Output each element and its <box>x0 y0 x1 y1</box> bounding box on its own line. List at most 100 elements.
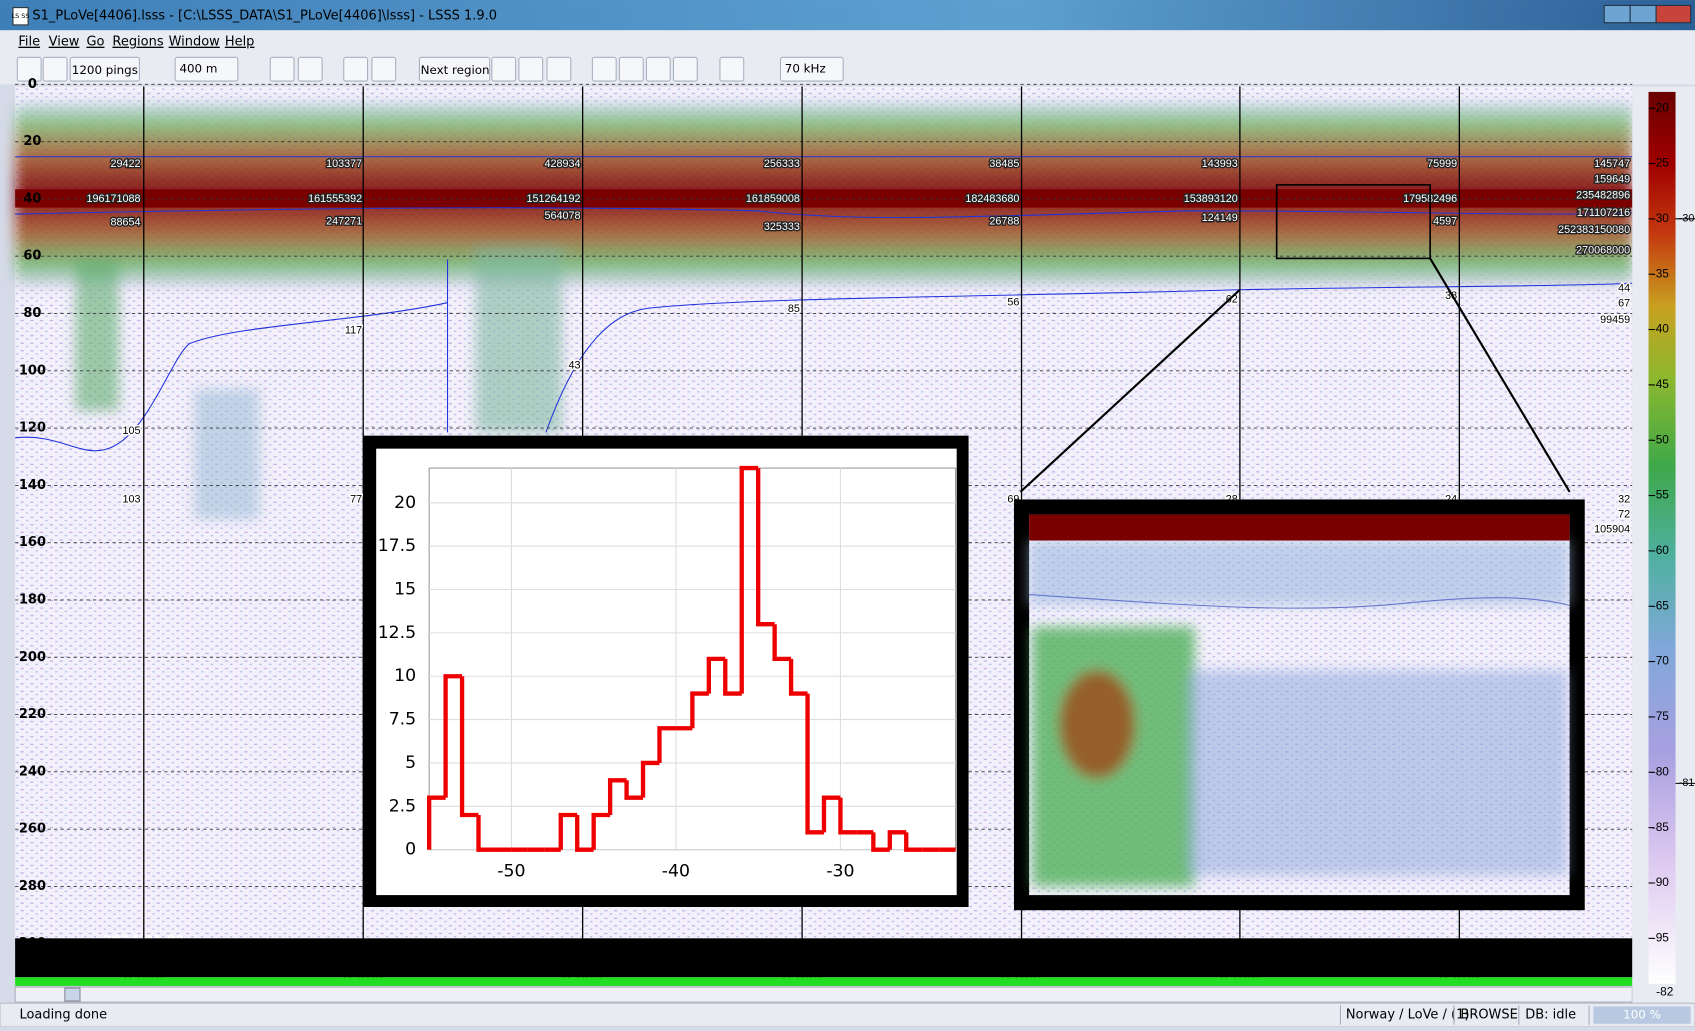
frequency-label: 70 kHz <box>785 62 826 76</box>
depth-label: 0 <box>28 77 37 92</box>
region-value: 196171088 <box>86 193 140 205</box>
depth-label: 220 <box>19 707 46 722</box>
fish-school <box>476 249 562 433</box>
scale-label: -20 <box>1652 100 1670 114</box>
depth-label: 280 <box>19 879 46 894</box>
hist-y-label: 17.5 <box>378 536 416 556</box>
hist-y-label: 10 <box>394 666 416 686</box>
region-value: 161555392 <box>308 193 362 205</box>
page: {"window": {"title": "S1_PLoVe[4406].lss… <box>0 0 1695 1027</box>
depth-label: 120 <box>19 421 46 436</box>
region-value: 151264192 <box>526 193 580 205</box>
menu-item[interactable]: File <box>18 35 40 50</box>
hist-x-label: -30 <box>826 861 854 881</box>
status-mode: BROWSE <box>1460 1008 1517 1023</box>
time-strip <box>15 938 1632 977</box>
scale-label: -65 <box>1652 598 1670 612</box>
depth-label: 80 <box>23 306 41 321</box>
menu-item[interactable]: Regions <box>112 35 163 50</box>
region-value: 171107216 <box>1577 207 1630 219</box>
region-value: 256333 <box>764 158 800 170</box>
scale-bottom-label: -82 <box>1656 985 1673 999</box>
toolbar-button[interactable] <box>270 57 294 81</box>
scroll-thumb[interactable] <box>65 988 80 1001</box>
scale-label: -80 <box>1652 764 1670 778</box>
menu-item[interactable]: View <box>49 35 80 50</box>
scale-label: -60 <box>1652 543 1670 557</box>
depth-label: 20 <box>23 134 41 149</box>
toolbar-button[interactable] <box>673 57 697 81</box>
hist-x-label: -40 <box>662 861 690 881</box>
hist-y-label: 12.5 <box>378 623 416 643</box>
toolbar-button[interactable] <box>619 57 643 81</box>
scale-label: -40 <box>1652 322 1670 336</box>
zoom-texture <box>1029 541 1569 887</box>
region-value: 143993 <box>1202 158 1238 170</box>
zoom-scatter <box>1029 541 1569 606</box>
region-value: 72 <box>1618 508 1630 520</box>
layer-line <box>15 189 1632 207</box>
depth-label: 60 <box>23 249 41 264</box>
region-value: 161859008 <box>746 193 800 205</box>
app-window: LS SS S1_PLoVe[4406].lsss - [C:\LSSS_DAT… <box>0 0 1695 1027</box>
toolbar-button[interactable] <box>492 57 516 81</box>
region-value: 117 <box>345 325 362 337</box>
scale-label: -25 <box>1652 156 1670 170</box>
region-value: 85 <box>788 303 800 315</box>
close-button[interactable] <box>1656 5 1691 22</box>
zoom-bottom-layer <box>1029 515 1569 541</box>
maximize-button[interactable] <box>1630 5 1656 22</box>
histogram-plot-area <box>429 468 955 850</box>
region-value: 43 <box>568 359 580 371</box>
region-value: 564078 <box>544 210 580 222</box>
toolbar-button[interactable] <box>592 57 616 81</box>
region-value: 103 <box>123 493 141 505</box>
toolbar-button[interactable] <box>298 57 322 81</box>
range-label: 400 m <box>179 62 217 76</box>
toolbar-button[interactable] <box>43 57 67 81</box>
region-value: 32 <box>1618 493 1630 505</box>
toolbar-button[interactable] <box>519 57 543 81</box>
hist-y-label: 20 <box>394 493 416 513</box>
zoom-school-core <box>1059 670 1135 778</box>
status-message: Loading done <box>19 1008 107 1023</box>
status-db: DB: idle <box>1525 1008 1576 1023</box>
region-value: 235482896 <box>1576 190 1630 202</box>
scale-label: -35 <box>1652 266 1670 280</box>
menu-item[interactable]: Go <box>86 35 104 50</box>
region-value: 145747 <box>1594 158 1630 170</box>
region-value: 103377 <box>326 158 362 170</box>
scale-label: -85 <box>1652 820 1670 834</box>
scale-marker-label: -30 <box>1679 213 1695 225</box>
region-value: 88654 <box>110 217 140 229</box>
depth-label: 160 <box>19 535 46 550</box>
region-value: 99459 <box>1600 314 1630 326</box>
region-value: 77 <box>350 493 362 505</box>
minimize-button[interactable] <box>1604 5 1630 22</box>
menu-item[interactable]: Window <box>169 35 221 50</box>
depth-label: 180 <box>19 592 46 607</box>
menu-item[interactable]: Help <box>225 35 255 50</box>
toolbar-button[interactable] <box>547 57 571 81</box>
zoom-scatter <box>1189 670 1567 875</box>
region-value: 67 <box>1618 298 1630 310</box>
scale-marker-label: -81 <box>1679 777 1695 789</box>
hist-y-label: 0 <box>405 840 416 860</box>
region-value: 182483680 <box>965 193 1019 205</box>
toolbar-button[interactable] <box>646 57 670 81</box>
toolbar-button[interactable] <box>720 57 744 81</box>
hist-x-label: -50 <box>497 861 525 881</box>
region-value: 325333 <box>764 221 800 233</box>
toolbar-button[interactable] <box>344 57 368 81</box>
next-region-label: Next region <box>421 63 490 77</box>
horizontal-scrollbar[interactable] <box>15 987 1632 1002</box>
depth-label: 40 <box>23 191 41 206</box>
region-value: 153893120 <box>1184 193 1238 205</box>
window-title: S1_PLoVe[4406].lsss - [C:\LSSS_DATA\S1_P… <box>32 9 497 24</box>
region-value: 270068000 <box>1576 245 1630 257</box>
region-value: 428934 <box>544 158 580 170</box>
toolbar-button[interactable] <box>372 57 396 81</box>
region-value: 105904 <box>1594 524 1630 536</box>
region-value: 38485 <box>989 158 1019 170</box>
scale-label: -75 <box>1652 709 1670 723</box>
